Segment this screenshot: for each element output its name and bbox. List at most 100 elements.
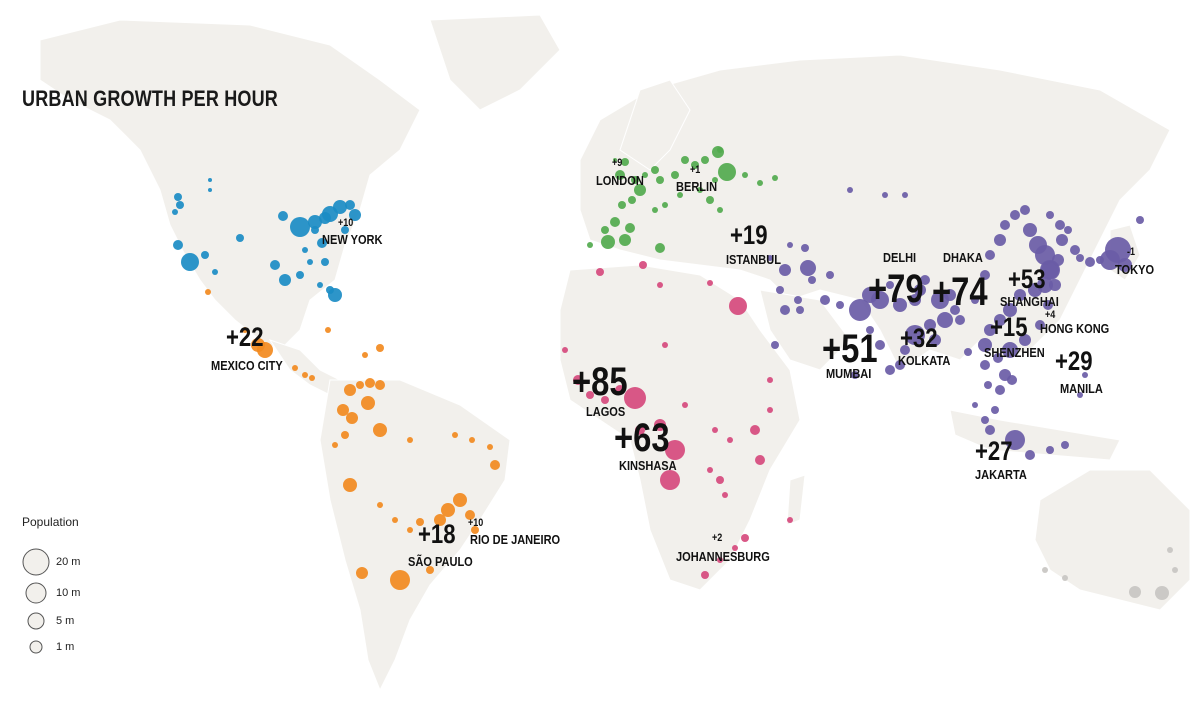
bubble-asia: [1025, 450, 1035, 460]
growth-value-kinshasa: +63: [614, 415, 670, 460]
bubble-latin-america: [465, 510, 475, 520]
bubble-europe: [634, 184, 646, 196]
bubble-asia: [1056, 234, 1068, 246]
bubble-north-america: [278, 211, 288, 221]
bubble-north-america: [270, 260, 280, 270]
bubble-africa: [662, 342, 668, 348]
city-name-kinshasa: KINSHASA: [619, 458, 677, 473]
bubble-europe: [652, 207, 658, 213]
growth-value-johannesburg: +2: [712, 532, 723, 544]
map-title: URBAN GROWTH PER HOUR: [22, 86, 279, 111]
bubble-africa: [717, 557, 723, 563]
bubble-north-america: [208, 178, 212, 182]
bubble-asia: [1136, 216, 1144, 224]
bubble-latin-america: [343, 478, 357, 492]
bubble-europe: [656, 176, 664, 184]
city-name-kolkata: KOLKATA: [898, 353, 951, 368]
bubble-asia: [836, 301, 844, 309]
bubble-asia: [1061, 441, 1069, 449]
bubble-asia: [995, 385, 1005, 395]
bubble-africa: [712, 427, 718, 433]
bubble-africa: [660, 470, 680, 490]
growth-value-new-york: +10: [338, 217, 354, 229]
bubble-africa: [624, 387, 646, 409]
bubble-africa: [601, 396, 609, 404]
bubble-europe: [587, 242, 593, 248]
bubble-europe: [601, 226, 609, 234]
city-name-manila: MANILA: [1060, 381, 1103, 396]
bubble-asia: [794, 296, 802, 304]
bubble-asia: [875, 340, 885, 350]
bubble-asia: [985, 425, 995, 435]
bubble-asia: [1005, 430, 1025, 450]
bubble-latin-america: [426, 566, 434, 574]
bubble-asia: [994, 234, 1006, 246]
city-bubbles: [172, 146, 1178, 600]
bubble-africa: [639, 261, 647, 269]
bubble-asia: [1118, 258, 1132, 272]
bubble-africa: [767, 377, 773, 383]
bubble-asia: [820, 295, 830, 305]
bubble-asia: [780, 305, 790, 315]
bubble-latin-america: [434, 514, 446, 526]
bubble-africa: [722, 492, 728, 498]
bubble-asia: [984, 324, 996, 336]
bubble-asia: [1040, 260, 1060, 280]
bubble-asia: [991, 406, 999, 414]
bubble-asia: [826, 271, 834, 279]
city-name-new-york: NEW YORK: [322, 232, 383, 247]
bubble-north-america: [307, 259, 313, 265]
bubble-europe: [691, 161, 699, 169]
bubble-asia: [847, 187, 853, 193]
land-indonesia: [949, 409, 1121, 461]
bubble-asia: [1003, 303, 1017, 317]
bubble-asia: [1028, 283, 1042, 297]
bubble-asia: [964, 348, 972, 356]
bubble-latin-america: [490, 460, 500, 470]
bubble-asia: [1019, 334, 1031, 346]
bubble-africa: [727, 437, 733, 443]
bubble-asia: [1085, 257, 1095, 267]
bubble-latin-america: [452, 432, 458, 438]
bubble-north-america: [176, 201, 184, 209]
growth-value-mumbai: +51: [822, 326, 878, 371]
bubble-europe: [613, 158, 617, 162]
city-name-rio-de-janeiro: RIO DE JANEIRO: [470, 532, 560, 547]
bubble-asia: [787, 242, 793, 248]
bubble-europe: [625, 223, 635, 233]
bubble-africa: [615, 385, 625, 395]
bubble-europe: [615, 170, 625, 180]
bubble-africa: [716, 476, 724, 484]
bubble-asia: [1055, 220, 1065, 230]
bubble-latin-america: [205, 289, 211, 295]
bubble-north-america: [308, 215, 322, 229]
bubble-asia: [1035, 320, 1045, 330]
city-name-s-o-paulo: SÃO PAULO: [408, 553, 473, 569]
bubble-latin-america: [407, 527, 413, 533]
bubble-africa: [654, 419, 666, 431]
bubble-asia: [1014, 289, 1026, 301]
bubble-africa: [755, 455, 765, 465]
city-name-lagos: LAGOS: [586, 404, 625, 419]
bubble-asia: [929, 334, 941, 346]
bubble-europe: [631, 176, 639, 184]
bubble-europe: [671, 171, 679, 179]
bubble-asia: [1043, 300, 1053, 310]
bubble-latin-america: [487, 444, 493, 450]
bubble-asia: [871, 291, 889, 309]
bubble-latin-america: [242, 327, 248, 333]
bubble-asia: [767, 255, 773, 261]
bubble-africa: [635, 425, 645, 435]
bubble-europe: [601, 235, 615, 249]
bubble-north-america: [290, 217, 310, 237]
bubble-africa: [767, 407, 773, 413]
bubble-north-america: [201, 251, 209, 259]
bubble-asia: [944, 289, 956, 301]
bubble-europe: [655, 243, 665, 253]
bubble-latin-america: [471, 526, 479, 534]
bubble-asia: [909, 294, 921, 306]
bubble-asia: [1076, 254, 1084, 262]
bubble-latin-america: [346, 412, 358, 424]
city-name-istanbul: ISTANBUL: [726, 252, 781, 267]
growth-value-rio-de-janeiro: +10: [468, 517, 484, 529]
